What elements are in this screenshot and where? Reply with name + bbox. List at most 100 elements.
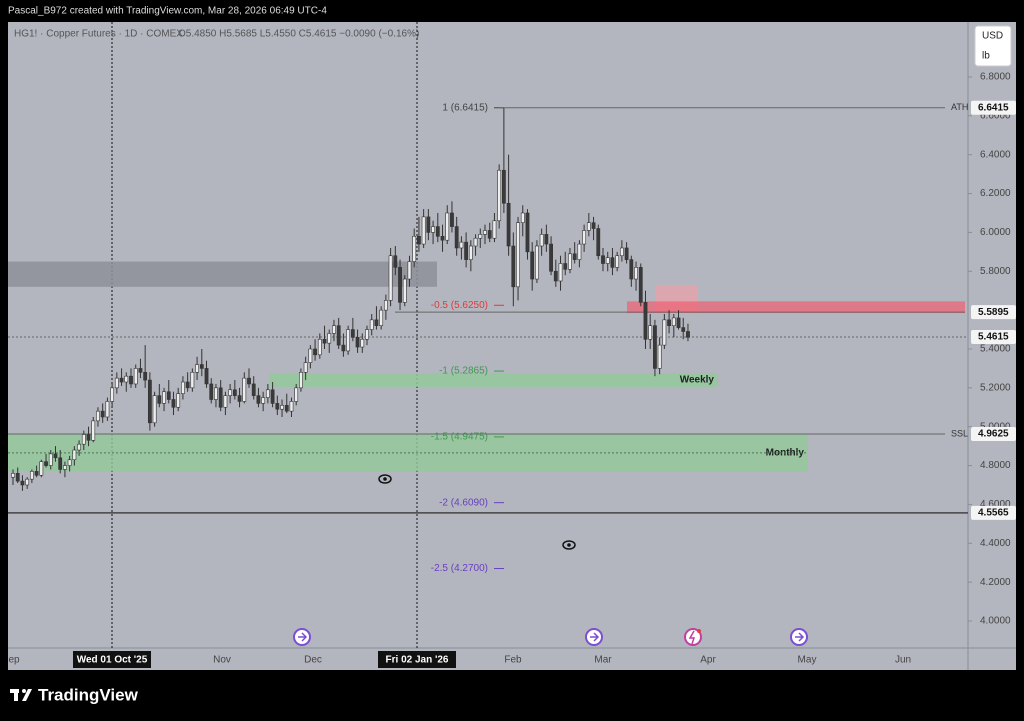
candle-body	[435, 226, 440, 237]
candle-body	[204, 368, 209, 385]
candle-body	[308, 348, 313, 363]
candle-body	[39, 461, 44, 476]
candle-body	[525, 212, 530, 253]
candle-body	[350, 329, 355, 338]
candle-body	[218, 387, 223, 408]
candle-body	[520, 212, 525, 224]
event-icon[interactable]	[585, 628, 603, 646]
candle-body	[558, 263, 563, 282]
price-label: 6.6415	[978, 102, 1009, 113]
candle-body	[398, 267, 402, 303]
candle-body	[407, 261, 412, 280]
candle-body	[110, 387, 115, 402]
price-label-box	[971, 305, 1016, 320]
eye-icon[interactable]	[562, 540, 576, 550]
chart-area	[8, 22, 1016, 670]
y-tick-label: 4.8000	[980, 460, 1011, 471]
candle-body	[317, 338, 322, 356]
x-tick-label: Jun	[895, 655, 911, 666]
price-label-box	[971, 100, 1016, 115]
candle-body	[657, 344, 662, 369]
candle-body	[105, 401, 110, 418]
eye-icon[interactable]	[378, 474, 392, 484]
candle-body	[667, 319, 671, 326]
x-tick-label: Nov	[213, 655, 231, 666]
price-label: 4.5565	[978, 508, 1009, 519]
candle-body	[417, 236, 421, 245]
event-icon[interactable]	[293, 628, 311, 646]
candle-body	[209, 383, 214, 400]
zone	[270, 373, 718, 387]
candle-body	[303, 362, 308, 373]
event-icon[interactable]	[684, 628, 702, 646]
price-label-box	[971, 505, 1016, 520]
candle-body	[147, 379, 152, 424]
candle-body	[133, 368, 138, 385]
ohlc-legend: O5.4850 H5.5685 L5.4550 C5.4615 −0.0090 …	[178, 29, 419, 40]
brand-logo	[10, 689, 32, 701]
candle-body	[464, 241, 469, 260]
candle-body	[634, 267, 638, 280]
x-label-box	[378, 651, 456, 668]
zone-label: Weekly	[680, 375, 715, 386]
fib-label: 1 (6.6415)	[442, 102, 488, 113]
candle-body	[586, 222, 591, 231]
unit-box[interactable]	[974, 25, 1012, 67]
candle-body	[492, 220, 497, 239]
candle-body	[539, 234, 544, 247]
currency[interactable]: USD	[982, 31, 1003, 42]
candle-body	[251, 383, 256, 396]
x-tick-label: May	[798, 655, 817, 666]
candle-body	[374, 319, 379, 326]
zone	[8, 261, 437, 287]
candle-body	[516, 222, 520, 288]
candle-body	[29, 471, 34, 480]
candle-body	[195, 364, 199, 373]
candle-body	[487, 230, 492, 239]
price-label: 5.4615	[978, 332, 1009, 343]
candle-body	[355, 337, 360, 348]
event-icon[interactable]	[790, 628, 808, 646]
y-tick-label: 6.4000	[980, 149, 1011, 160]
y-tick-label: 5.0000	[980, 421, 1011, 432]
candle-body	[568, 253, 572, 270]
price-label-box	[971, 330, 1016, 345]
candle-body	[270, 389, 275, 404]
x-label-box	[73, 651, 151, 668]
candle-body	[15, 473, 20, 482]
candle-body	[615, 255, 620, 268]
candle-body	[58, 457, 63, 470]
candle-body	[294, 387, 299, 402]
candle-body	[549, 243, 553, 272]
x-tick-label: Dec	[304, 655, 322, 666]
brand: TradingView	[38, 685, 139, 704]
candle-body	[67, 459, 72, 466]
candle-body	[214, 387, 218, 400]
candle-body	[129, 375, 133, 385]
candle-body	[454, 226, 459, 249]
y-tick-label: 5.8000	[980, 266, 1011, 277]
candle-body	[563, 263, 568, 270]
candle-body	[284, 405, 289, 412]
candle-body	[124, 375, 129, 383]
candle-body	[605, 257, 610, 264]
candle-body	[143, 372, 148, 381]
candle-body	[653, 325, 657, 369]
y-tick-label: 6.6000	[980, 110, 1011, 121]
x-tick-label: Apr	[700, 655, 716, 666]
y-tick-label: 6.8000	[980, 72, 1011, 83]
candle-body	[53, 453, 58, 459]
candle-body	[473, 237, 478, 247]
y-tick-label: 4.4000	[980, 538, 1011, 549]
unit[interactable]: lb	[982, 51, 990, 62]
fib-label: -0.5 (5.6250)	[431, 300, 488, 311]
candle-body	[681, 327, 686, 332]
candle-body	[157, 395, 162, 404]
candle-body	[199, 364, 204, 369]
candle-body	[440, 236, 445, 241]
candle-body	[402, 278, 407, 303]
candle-body	[544, 234, 549, 245]
candle-body	[624, 247, 629, 260]
candle-body	[662, 319, 667, 346]
candle-body	[601, 255, 605, 264]
